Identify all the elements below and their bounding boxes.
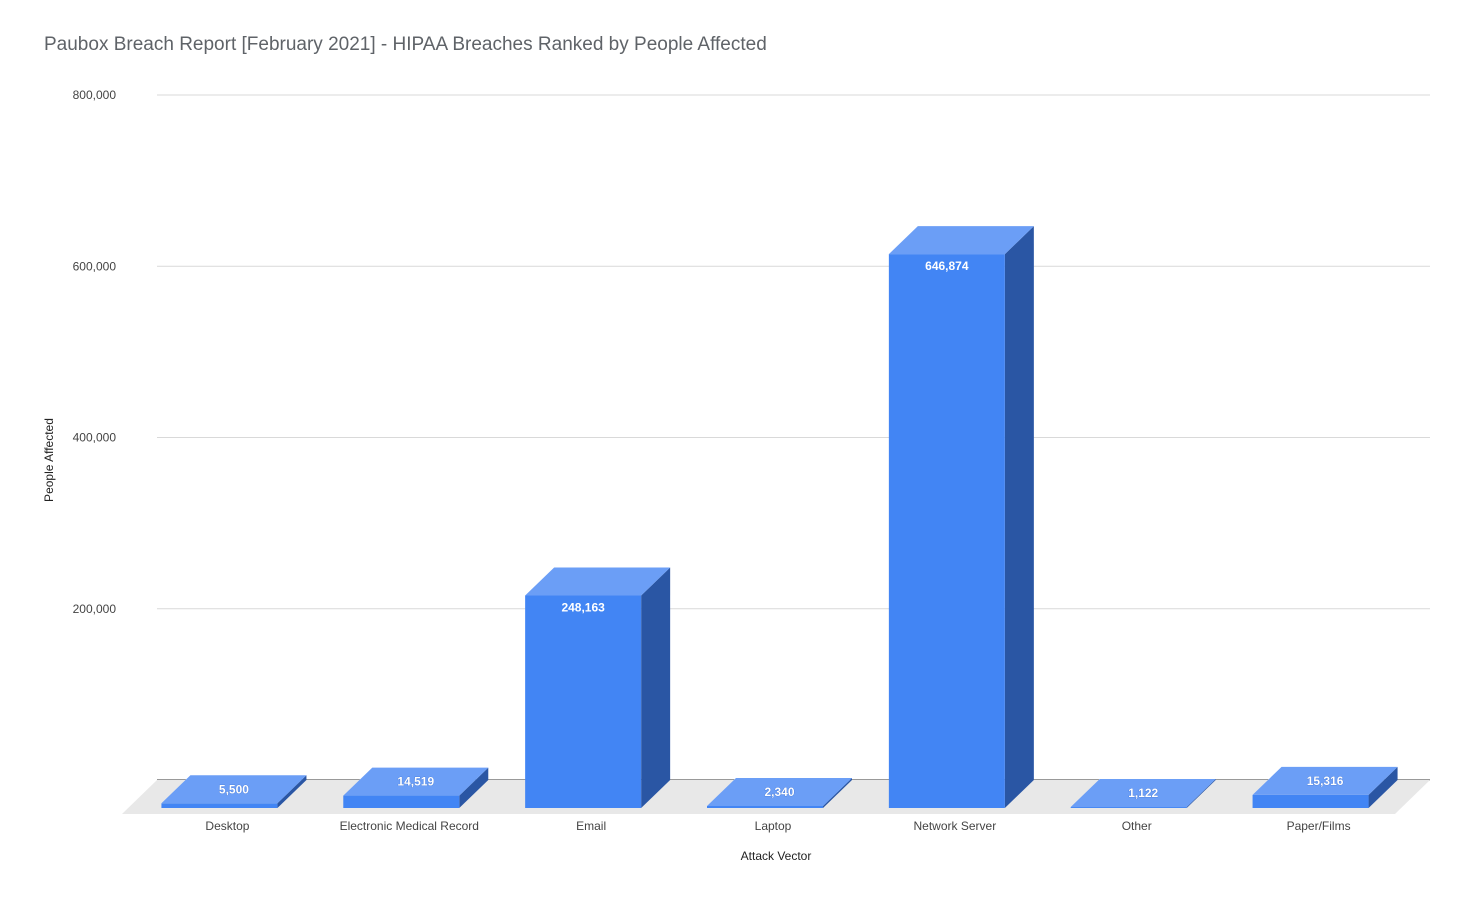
- bar-side: [1368, 766, 1398, 808]
- y-axis-title: People Affected: [42, 418, 56, 502]
- y-tick-label: 400,000: [73, 431, 117, 445]
- y-axis-ticks: 200,000 400,000 600,000 800,000: [73, 88, 117, 616]
- x-tick-label: Laptop: [755, 819, 792, 833]
- x-axis-categories: Desktop Electronic Medical Record Email Lap…: [205, 819, 1350, 833]
- bars: 5,500 14,519 248,163 2,340 646,874 1,122 15,31…: [161, 226, 1398, 808]
- gridlines: [157, 94, 1430, 781]
- bar-top: [525, 567, 671, 596]
- x-tick-label: Desktop: [205, 819, 249, 833]
- bar-side: [823, 777, 852, 808]
- bar-top: [707, 777, 852, 806]
- chart-title: Paubox Breach Report [February 2021] - H…: [44, 34, 767, 55]
- x-tick-label: Electronic Medical Record: [340, 819, 479, 833]
- bar: 14,519: [343, 767, 489, 808]
- bar-side: [459, 767, 489, 808]
- y-tick-label: 800,000: [73, 88, 117, 102]
- data-label: 248,163: [561, 601, 605, 615]
- bar: 248,163: [525, 567, 671, 808]
- y-tick-label: 200,000: [73, 602, 117, 616]
- bar-side: [1004, 226, 1034, 808]
- bar-top: [1252, 766, 1398, 795]
- bar-front: [707, 805, 823, 808]
- bar-front: [161, 803, 278, 808]
- bar-top: [888, 226, 1034, 255]
- bar-front: [343, 795, 460, 808]
- bar-front: [525, 595, 642, 808]
- bar-front: [1252, 794, 1369, 808]
- bar: 2,340: [707, 777, 852, 808]
- data-label: 1,122: [1128, 786, 1158, 800]
- bar: 15,316: [1252, 766, 1398, 808]
- bar-front: [888, 254, 1005, 808]
- data-label: 15,316: [1307, 774, 1344, 788]
- bar-side: [1186, 779, 1216, 808]
- x-tick-label: Email: [576, 819, 606, 833]
- bar: 1,122: [1070, 779, 1216, 808]
- x-axis-title: Attack Vector: [741, 849, 812, 863]
- bar-side: [641, 567, 671, 808]
- bar-top: [161, 775, 307, 804]
- data-label: 14,519: [397, 775, 434, 789]
- x-tick-label: Other: [1122, 819, 1152, 833]
- bar-front: [1070, 807, 1187, 808]
- bar-side: [277, 775, 307, 808]
- x-tick-label: Paper/Films: [1287, 819, 1351, 833]
- bar-top: [343, 767, 489, 796]
- bar: 5,500: [161, 775, 307, 808]
- data-label: 646,874: [925, 259, 969, 273]
- data-label: 5,500: [219, 782, 249, 796]
- bar: 646,874: [888, 226, 1034, 808]
- x-tick-label: Network Server: [914, 819, 997, 833]
- bar-top: [1070, 779, 1216, 808]
- y-tick-label: 600,000: [73, 259, 117, 273]
- data-label: 2,340: [764, 785, 794, 799]
